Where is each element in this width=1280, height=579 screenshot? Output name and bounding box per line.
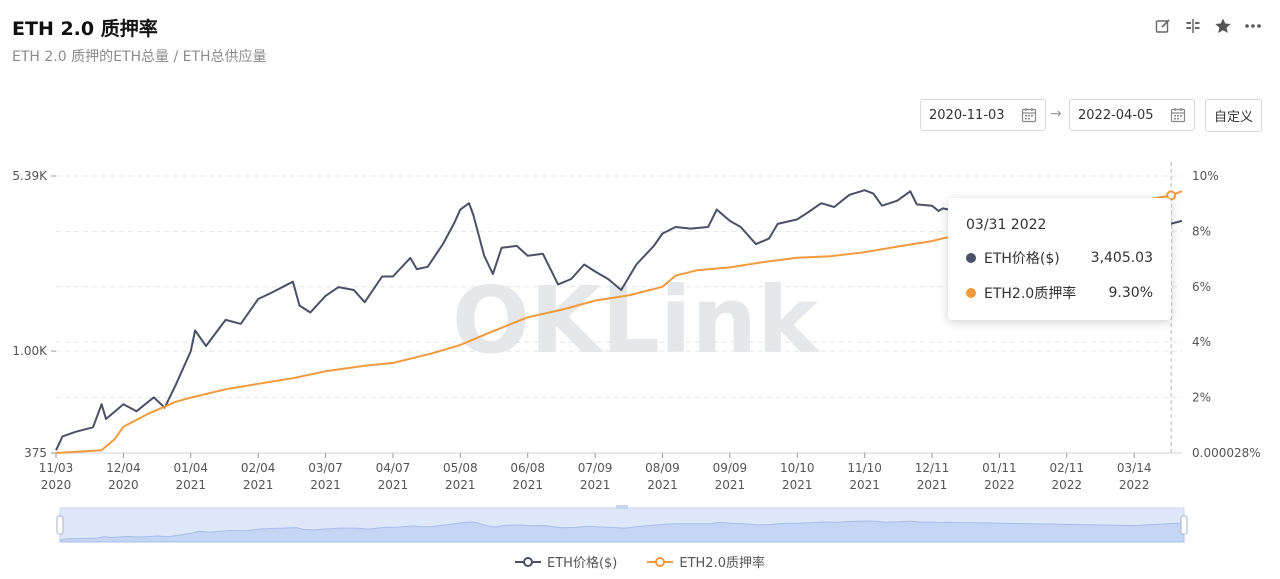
star-icon[interactable]	[1214, 16, 1232, 36]
legend-line-icon	[515, 556, 542, 567]
x-tick-year-label: 2021	[310, 478, 341, 492]
y-left-tick-label: 1.00K	[12, 344, 48, 358]
end-date-value: 2022-04-05	[1078, 107, 1154, 123]
tooltip: 03/31 2022 ETH价格($) 3,405.03 ETH2.0质押率 9…	[948, 198, 1171, 320]
x-tick-year-label: 2020	[41, 478, 72, 492]
x-tick-label: 02/04	[241, 461, 276, 475]
x-tick-year-label: 2021	[782, 478, 813, 492]
legend-label: ETH价格($)	[547, 556, 618, 571]
x-tick-year-label: 2021	[378, 478, 409, 492]
x-tick-label: 07/09	[578, 461, 613, 475]
y-right-tick-label: 6%	[1192, 280, 1211, 294]
tooltip-row-staking: ETH2.0质押率 9.30%	[966, 283, 1153, 303]
legend-label: ETH2.0质押率	[679, 556, 765, 571]
x-tick-year-label: 2021	[445, 478, 476, 492]
y-right-tick-label: 10%	[1192, 169, 1219, 183]
legend-item-eth-price[interactable]: ETH价格($)	[515, 552, 617, 571]
x-tick-year-label: 2021	[175, 478, 206, 492]
tooltip-label: ETH2.0质押率	[984, 286, 1077, 302]
x-tick-label: 12/11	[915, 461, 950, 475]
custom-range-button[interactable]: 自定义	[1205, 99, 1262, 132]
tooltip-label: ETH价格($)	[984, 251, 1060, 267]
x-tick-year-label: 2021	[580, 478, 611, 492]
tooltip-value: 3,405.03	[1090, 250, 1153, 266]
zoom-handle-left	[56, 515, 64, 535]
tooltip-row-price: ETH价格($) 3,405.03	[966, 248, 1153, 268]
x-tick-year-label: 2022	[1119, 478, 1150, 492]
toolbar	[1154, 16, 1262, 36]
edit-icon[interactable]	[1154, 16, 1172, 36]
start-date-input[interactable]: 2020-11-03	[920, 99, 1046, 131]
y-right-tick-label: 0.000028%	[1192, 446, 1261, 460]
watermark: OKLink	[452, 267, 820, 374]
x-tick-label: 01/04	[173, 461, 208, 475]
calendar-icon	[1021, 107, 1037, 127]
x-tick-label: 03/07	[308, 461, 343, 475]
hover-marker	[1166, 190, 1177, 201]
series-line-eth-price	[55, 189, 1183, 451]
zoom-preview-area	[59, 520, 1185, 543]
legend-line-icon	[647, 556, 674, 567]
x-tick-year-label: 2021	[715, 478, 746, 492]
series-dot	[966, 253, 976, 263]
x-tick-label: 11/03	[39, 461, 74, 475]
tooltip-value: 9.30%	[1108, 285, 1153, 301]
x-tick-year-label: 2021	[917, 478, 948, 492]
y-right-tick-label: 8%	[1192, 224, 1211, 238]
x-tick-year-label: 2020	[108, 478, 139, 492]
y-right-tick-label: 4%	[1192, 335, 1211, 349]
x-tick-label: 10/10	[780, 461, 815, 475]
x-tick-label: 11/10	[847, 461, 882, 475]
zoom-drag-bar	[616, 505, 628, 509]
more-icon[interactable]	[1244, 16, 1262, 36]
zoom-handle-right	[1180, 515, 1188, 535]
series-dot	[966, 288, 976, 298]
x-tick-label: 06/08	[510, 461, 545, 475]
compare-icon[interactable]	[1184, 16, 1202, 36]
x-tick-year-label: 2021	[647, 478, 678, 492]
x-tick-label: 03/14	[1117, 461, 1152, 475]
end-date-input[interactable]: 2022-04-05	[1069, 99, 1195, 131]
legend-item-staking-rate[interactable]: ETH2.0质押率	[647, 552, 765, 571]
page-subtitle: ETH 2.0 质押的ETH总量 / ETH总供应量	[12, 49, 267, 65]
x-tick-year-label: 2021	[512, 478, 543, 492]
calendar-icon	[1170, 107, 1186, 127]
x-tick-label: 01/11	[982, 461, 1017, 475]
y-left-tick-label: 375	[24, 446, 47, 460]
data-zoom-slider[interactable]	[56, 505, 1188, 543]
x-tick-year-label: 2022	[984, 478, 1015, 492]
x-tick-label: 02/11	[1049, 461, 1084, 475]
x-tick-label: 04/07	[376, 461, 411, 475]
page-title: ETH 2.0 质押率	[12, 18, 158, 40]
x-tick-year-label: 2021	[849, 478, 880, 492]
y-right-tick-label: 2%	[1192, 391, 1211, 405]
x-tick-label: 09/09	[713, 461, 748, 475]
x-tick-label: 08/09	[645, 461, 680, 475]
x-tick-year-label: 2022	[1052, 478, 1083, 492]
x-tick-label: 12/04	[106, 461, 141, 475]
x-tick-label: 05/08	[443, 461, 478, 475]
date-range-arrow: →	[1050, 106, 1062, 122]
y-left-tick-label: 5.39K	[12, 169, 48, 183]
series-line-staking-rate	[55, 190, 1183, 454]
legend: ETH价格($) ETH2.0质押率	[0, 552, 1280, 571]
start-date-value: 2020-11-03	[929, 107, 1005, 123]
tooltip-date: 03/31 2022	[966, 217, 1047, 233]
x-tick-year-label: 2021	[243, 478, 274, 492]
